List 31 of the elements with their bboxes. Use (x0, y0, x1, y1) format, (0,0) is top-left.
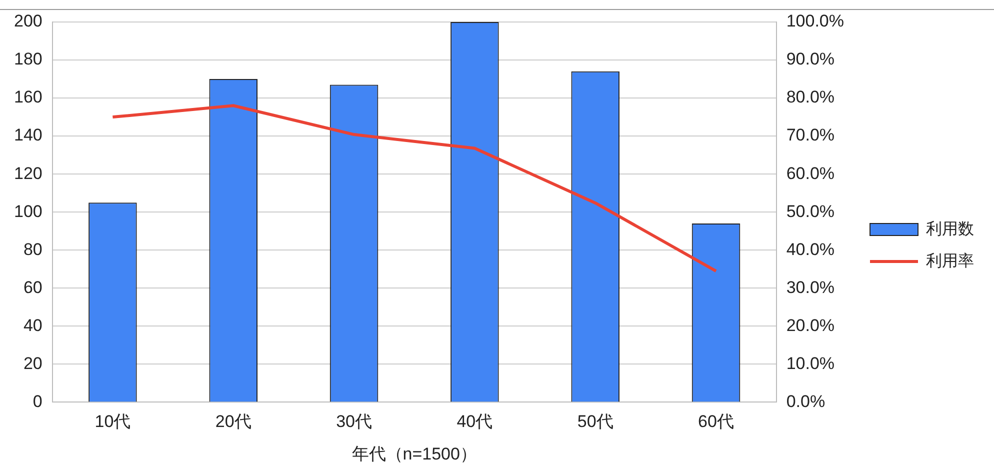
y2-tick-label: 100.0% (786, 12, 844, 31)
y-tick-label: 120 (14, 164, 42, 183)
legend-label: 利用率 (926, 252, 974, 270)
x-axis-title: 年代（n=1500） (352, 444, 477, 464)
y2-tick-label: 70.0% (786, 126, 835, 145)
x-tick-label: 30代 (336, 412, 372, 432)
x-tick-label: 60代 (698, 412, 734, 432)
y-tick-label: 160 (14, 88, 42, 107)
y-tick-label: 200 (14, 12, 42, 31)
y2-tick-label: 50.0% (786, 202, 835, 221)
y2-tick-label: 20.0% (786, 316, 835, 335)
y-tick-label: 140 (14, 126, 42, 145)
x-tick-label: 40代 (456, 412, 493, 432)
y-tick-label: 180 (14, 50, 42, 69)
y-tick-label: 0 (32, 392, 42, 411)
y2-tick-label: 60.0% (786, 164, 835, 183)
y2-tick-label: 80.0% (786, 88, 835, 107)
y-tick-label: 80 (23, 240, 42, 259)
legend-label: 利用数 (926, 220, 974, 238)
x-tick-label: 50代 (577, 412, 614, 432)
y-tick-label: 60 (23, 278, 42, 297)
y2-tick-label: 90.0% (786, 50, 835, 69)
y2-tick-label: 10.0% (786, 354, 835, 373)
y2-tick-label: 0.0% (786, 392, 826, 411)
x-tick-label: 20代 (215, 412, 252, 432)
y2-tick-label: 30.0% (786, 278, 835, 297)
y2-tick-label: 40.0% (786, 240, 835, 259)
x-tick-label: 10代 (94, 412, 131, 432)
y-tick-label: 40 (23, 316, 42, 335)
y-tick-label: 20 (23, 354, 42, 373)
y-tick-label: 100 (14, 202, 42, 221)
